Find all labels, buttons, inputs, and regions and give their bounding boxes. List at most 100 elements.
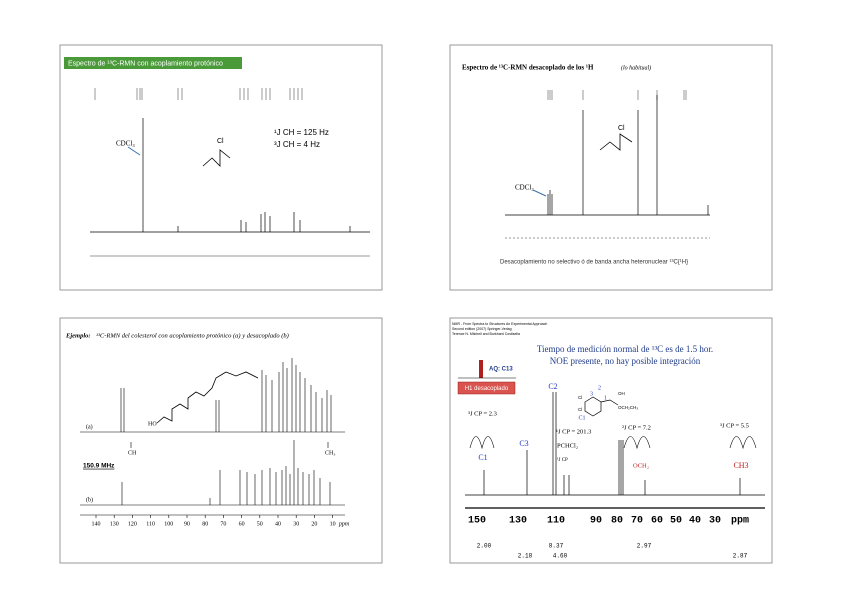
peak-label: C3 — [519, 439, 528, 448]
header-line: NMR - From Spectra to Structures An Expe… — [452, 322, 547, 326]
axis-label: 90 — [590, 516, 602, 527]
coupling-label: ²J CP = 7.2 — [622, 424, 651, 431]
spectrum — [505, 90, 710, 239]
ring-number: 3 — [590, 391, 593, 397]
axis-label: 60 — [651, 516, 663, 527]
slide-title: Tiempo de medición normal de ¹³C es de 1… — [537, 344, 713, 354]
slide-title: ¹³C-RMN del colesterol con acoplamiento … — [96, 332, 289, 339]
decoupling-box — [457, 381, 516, 395]
acquisition-label: AQ: C13 — [489, 367, 513, 373]
ring-number: 1 — [604, 395, 607, 401]
axis-label: 140 — [92, 521, 101, 527]
molecule — [202, 149, 231, 167]
header-line: Terence N. Mitchell and Burkhard Costise… — [452, 332, 520, 336]
molecule — [225, 371, 259, 379]
axis-label: 70 — [220, 521, 226, 527]
axis-label: 20 — [311, 521, 317, 527]
slide-title: NOE presente, no hay posible integración — [550, 356, 701, 366]
axis-label: 100 — [164, 521, 173, 527]
peak-label: CH₃ — [325, 450, 335, 456]
atom-label: Cl — [618, 125, 625, 132]
axis-label: 120 — [128, 521, 137, 527]
axis-label: 130 — [509, 516, 527, 527]
integral-label: 2.00 — [477, 543, 492, 550]
axis-label: 70 — [631, 516, 643, 527]
axis-label: 50 — [670, 516, 682, 527]
axis-unit: ppm — [731, 516, 749, 527]
spectrum — [90, 88, 370, 257]
slide-title: Espectro de ¹³C-RMN desacoplado de los ¹… — [462, 64, 594, 72]
trace-label: (b) — [86, 496, 93, 503]
axis-label: 110 — [146, 521, 155, 527]
peak-label: CH3 — [733, 461, 748, 470]
title-lead: Ejemplo: — [65, 332, 91, 339]
peak-label: C2 — [548, 382, 557, 391]
caption: Desacoplamiento no selectivo ó de banda … — [500, 260, 688, 266]
marker-bar — [479, 360, 483, 378]
coupling-label: ³J CH = 4 Hz — [274, 140, 320, 149]
arrow — [532, 189, 547, 197]
integral-label: 4.60 — [553, 553, 568, 560]
axis-label: 150 — [468, 516, 486, 527]
axis-label: 40 — [275, 521, 281, 527]
title-box — [64, 57, 242, 69]
title-note: (lo habitual) — [621, 64, 651, 71]
frequency-label: 150.9 MHz — [83, 463, 115, 470]
axis-label: 50 — [257, 521, 263, 527]
multiplet-inset — [469, 436, 495, 450]
substituent-label: OH — [618, 391, 625, 396]
peak-label: C1 — [478, 453, 487, 462]
slide-title: Espectro de ¹³C-RMN con acoplamiento pro… — [68, 60, 223, 67]
axis-label: 90 — [184, 521, 190, 527]
coupling-label: ¹J CP = 201.3 — [556, 428, 591, 435]
spectrum: 140 130 120 110 100 90 80 70 60 50 40 30 20 10 ppm — [80, 358, 350, 527]
decoupling-label: H1 desacoplado — [465, 386, 509, 392]
peak-label: CH — [128, 450, 137, 456]
trace-label: (a) — [86, 423, 93, 430]
slide-frame — [449, 44, 773, 291]
molecule — [599, 133, 633, 151]
slide-frame — [59, 44, 383, 291]
axis-label: 30 — [709, 516, 721, 527]
solvent-label: CDCl₃ — [515, 184, 534, 192]
coupling-label: ³J CP = 2.3 — [468, 410, 497, 417]
integral-label: 2.87 — [733, 553, 748, 560]
integral-label: 2.97 — [637, 543, 652, 550]
integral-label: 8.37 — [549, 543, 564, 550]
slide-frames — [59, 44, 773, 564]
substituent-label: OCH₂CH₃ — [618, 405, 638, 410]
ring-number: 2 — [598, 385, 601, 391]
small-label: ¹J CP — [557, 457, 568, 463]
axis-unit: ppm — [338, 521, 350, 527]
multiplet-inset — [729, 436, 757, 450]
header-line: Second edition (2007) Springer-Verlag — [452, 327, 512, 331]
group-label: OCH₂ — [633, 462, 649, 469]
substituent-label: Cl — [578, 395, 582, 400]
arrow — [127, 146, 141, 156]
slide-frame — [449, 317, 773, 564]
coupling-label: ¹J CH = 125 Hz — [274, 128, 329, 137]
group-label: PCHCl₂ — [557, 442, 578, 449]
multiplet-inset — [623, 436, 651, 450]
axis-label: 110 — [547, 516, 565, 527]
axis-label: 30 — [293, 521, 299, 527]
slide-frame — [59, 317, 383, 564]
axis-label: 80 — [202, 521, 208, 527]
integral-label: 2.18 — [518, 553, 533, 560]
axis-label: 40 — [689, 516, 701, 527]
peak-label: C1 — [578, 415, 585, 421]
spectrum: 150 130 110 90 80 70 60 50 40 30 ppm 2.00 2.18 8.37 4.… — [465, 382, 765, 560]
molecule — [156, 371, 227, 424]
axis-label: 130 — [110, 521, 119, 527]
axis-label: 10 — [330, 521, 336, 527]
hydroxyl-label: HO — [148, 421, 157, 427]
atom-label: Cl — [217, 138, 224, 145]
molecule — [584, 396, 602, 417]
molecule — [600, 399, 619, 406]
axis-label: 60 — [239, 521, 245, 527]
coupling-label: ³J CP = 5.5 — [720, 422, 749, 429]
substituent-label: Cl — [578, 407, 582, 412]
solvent-label: CDCl₃ — [116, 140, 135, 148]
